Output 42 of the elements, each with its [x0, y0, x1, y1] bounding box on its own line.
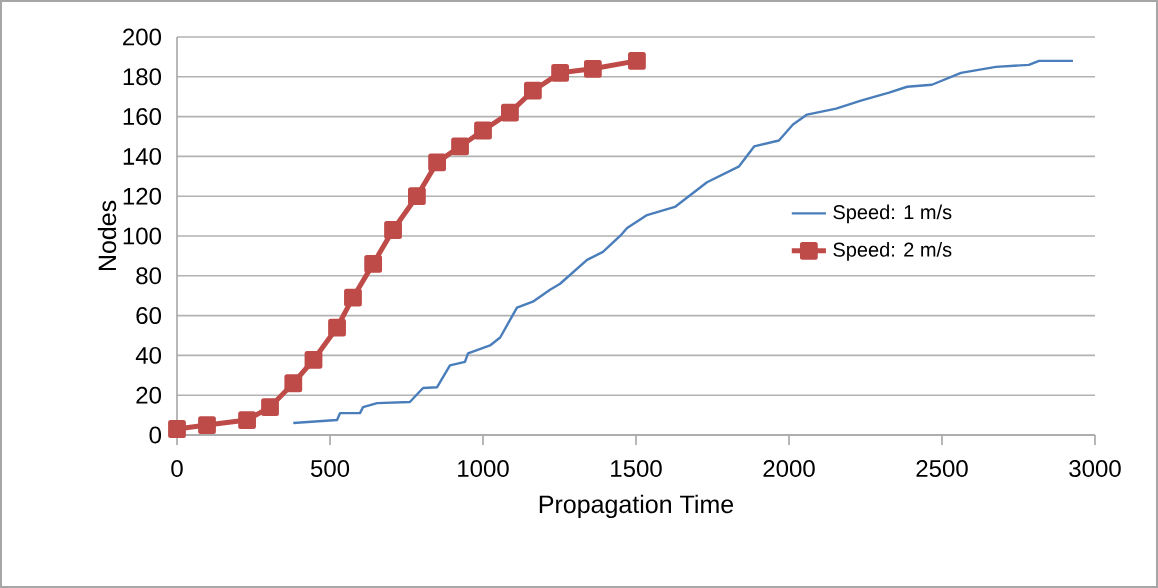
point: [168, 420, 186, 438]
y-tick-label: 80: [136, 267, 162, 285]
y-tick-label: 160: [123, 108, 162, 126]
y-tick-label: 180: [123, 68, 162, 86]
line-series: [292, 59, 1075, 425]
point: [284, 374, 303, 393]
y-tick-label: 60: [136, 307, 162, 325]
point: [384, 221, 402, 239]
point: [238, 411, 256, 429]
point: [474, 121, 492, 140]
point: [501, 103, 519, 122]
x-axis-title: Propagation Time: [539, 494, 734, 519]
x-tick-label: 3000: [1069, 460, 1121, 478]
legend-label: Speed: 2 m/s: [833, 242, 952, 261]
y-tick-label: 100: [123, 227, 162, 245]
point: [344, 288, 362, 307]
point: [523, 81, 542, 100]
x-tick-label: 2500: [916, 460, 968, 478]
legend-label: Speed: 1 m/s: [833, 204, 952, 224]
point: [408, 187, 426, 206]
y-tick-label: 20: [136, 386, 162, 404]
y-tick-label: 0: [149, 426, 162, 444]
x-tick-label: 0: [171, 460, 183, 478]
point: [428, 153, 446, 172]
point: [328, 318, 346, 337]
y-tick-label: 120: [123, 187, 162, 205]
point: [628, 51, 646, 70]
point: [583, 59, 602, 78]
point: [451, 137, 469, 156]
y-tick-label: 40: [135, 346, 162, 364]
y-tick-label: 200: [123, 28, 162, 46]
point: [364, 254, 383, 273]
x-tick-label: 1500: [611, 460, 662, 478]
x-tick-label: 1000: [458, 460, 509, 478]
point: [304, 351, 323, 369]
y-tick-label: 140: [123, 147, 162, 165]
y-axis-title: Nodes: [97, 200, 117, 271]
x-tick-label: 2000: [763, 460, 815, 478]
point: [261, 398, 279, 417]
point: [198, 416, 216, 434]
point: [551, 63, 570, 82]
x-tick-label: 500: [310, 460, 350, 478]
